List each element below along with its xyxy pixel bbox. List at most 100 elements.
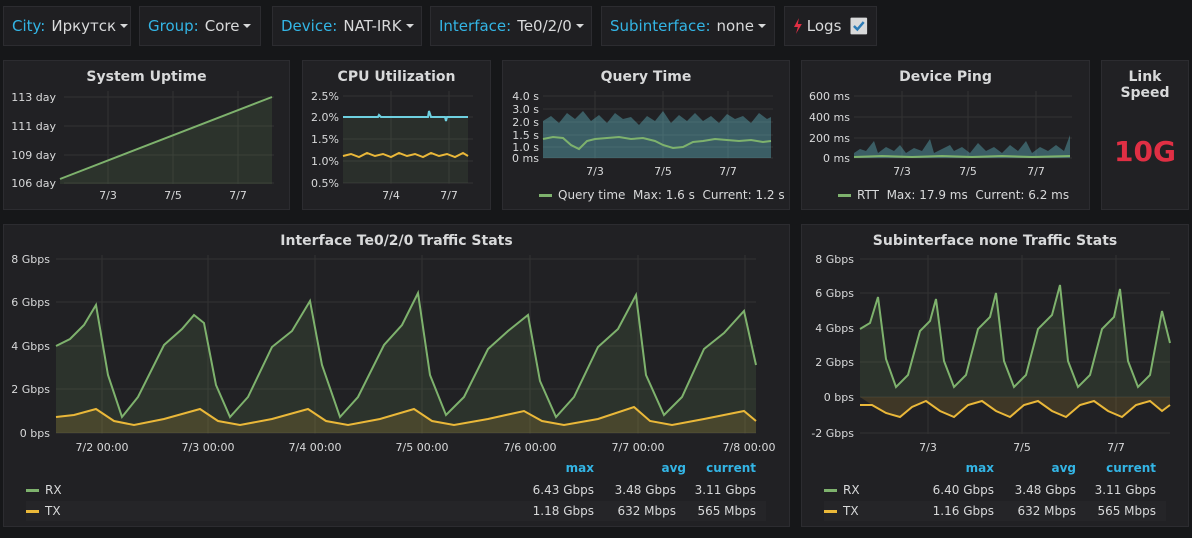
y-tick: 2.0 s [512, 116, 539, 129]
subiface-chart: 8 Gbps 6 Gbps 4 Gbps 2 Gbps 0 bps -2 Gbp… [811, 253, 1171, 454]
legend-series: RX [26, 483, 62, 497]
table-header-max: max [565, 461, 594, 475]
x-tick: 7/3 [99, 189, 117, 202]
panel-title: Link Speed [1120, 69, 1170, 101]
chevron-down-icon [120, 24, 129, 28]
y-tick: 2.0% [311, 111, 339, 124]
y-tick: 4.0 s [512, 90, 539, 103]
subiface-tx-area [860, 397, 1170, 417]
legend-max: Max: 17.9 ms [886, 188, 968, 202]
panel-device-ping: Device Ping 600 ms 400 ms 200 ms 0 ms 7/… [801, 60, 1090, 210]
legend-swatch [539, 194, 552, 197]
logs-label: Logs [806, 17, 842, 35]
legend-rtt[interactable]: RTT Max: 17.9 ms Current: 6.2 ms [838, 188, 1069, 202]
panel-cpu-utilization: CPU Utilization 2.5% 2.0% 1.5% 1.0% 0.5%… [302, 60, 491, 210]
y-tick: 111 day [11, 120, 56, 133]
var-city[interactable]: City: Иркутск [3, 6, 131, 46]
panel-title: Interface Te0/2/0 Traffic Stats [280, 233, 513, 249]
y-tick: -2 Gbps [811, 427, 854, 440]
x-tick: 7/3 [586, 165, 604, 178]
subiface-tx-line [860, 399, 1171, 419]
y-tick: 0 ms [823, 152, 850, 165]
y-tick: 6 Gbps [815, 287, 854, 300]
cell-avg: 3.48 Gbps [1014, 483, 1076, 497]
cell-current: 3.11 Gbps [694, 483, 756, 497]
uptime-chart: 113 day 111 day 109 day 106 day 7/3 7/5 … [11, 91, 274, 202]
panel-interface-traffic: Interface Te0/2/0 Traffic Stats 8 Gbps 6… [3, 224, 790, 527]
panel-title: CPU Utilization [337, 69, 456, 85]
var-interface-label: Interface: [439, 17, 512, 35]
y-tick: 0.5% [311, 177, 339, 190]
subiface-legend-table: max avg current RX 6.40 Gbps 3.48 Gbps 3… [824, 461, 1170, 523]
x-tick: 7/8 00:00 [723, 441, 776, 454]
table-row[interactable]: TX 1.18 Gbps 632 Mbps 565 Mbps [26, 501, 766, 521]
cpu-chart: 2.5% 2.0% 1.5% 1.0% 0.5% 7/4 7/7 [311, 90, 473, 202]
y-tick: 200 ms [809, 132, 850, 145]
legend-max: Max: 1.6 s [633, 188, 695, 202]
table-row[interactable]: RX 6.43 Gbps 3.48 Gbps 3.11 Gbps [26, 480, 771, 500]
y-tick: 0 ms [512, 152, 539, 165]
y-tick: 2 Gbps [815, 356, 854, 369]
x-tick: 7/4 00:00 [289, 441, 342, 454]
panel-query-time: Query Time 4.0 s 3.0 s 2.0 s 1.5 s 1.0 s… [502, 60, 790, 210]
y-tick: 4 Gbps [815, 322, 854, 335]
var-interface-value: Te0/2/0 [517, 17, 572, 35]
table-row[interactable]: TX 1.16 Gbps 632 Mbps 565 Mbps [824, 501, 1166, 521]
logs-toggle[interactable]: Logs [784, 6, 877, 46]
var-device-value: NAT-IRK [343, 17, 402, 35]
var-city-value: Иркутск [51, 17, 117, 35]
cpu-series-cyan [343, 110, 468, 122]
x-tick: 7/5 [959, 165, 977, 178]
var-subinterface-value: none [716, 17, 754, 35]
cell-max: 6.43 Gbps [532, 483, 594, 497]
y-tick: 113 day [11, 91, 56, 104]
legend-query-time[interactable]: Query time Max: 1.6 s Current: 1.2 s [539, 188, 785, 202]
query-line [542, 135, 772, 151]
series-name: TX [45, 504, 61, 518]
table-header-avg: avg [1051, 461, 1076, 475]
cell-avg: 632 Mbps [1017, 504, 1076, 518]
ping-chart: 600 ms 400 ms 200 ms 0 ms 7/3 7/5 7/7 [809, 90, 1072, 178]
var-group[interactable]: Group: Core [139, 6, 261, 46]
y-tick: 6 Gbps [11, 296, 50, 309]
panel-title: System Uptime [86, 69, 207, 85]
panel-title: Subinterface none Traffic Stats [872, 233, 1118, 249]
ping-noise-band [854, 135, 1070, 158]
y-tick: 2 Gbps [11, 383, 50, 396]
x-tick: 7/5 [164, 189, 182, 202]
var-device[interactable]: Device: NAT-IRK [272, 6, 422, 46]
legend-series-name: Query time [558, 188, 626, 202]
y-tick: 1.5% [311, 133, 339, 146]
chevron-down-icon [575, 24, 584, 28]
series-name: RX [45, 483, 62, 497]
cell-max: 6.40 Gbps [932, 483, 994, 497]
panel-link-speed: Link Speed 10G [1101, 60, 1189, 210]
table-row[interactable]: RX 6.40 Gbps 3.48 Gbps 3.11 Gbps [824, 480, 1170, 500]
table-header-avg: avg [661, 461, 686, 475]
y-tick: 1.0 s [512, 141, 539, 154]
subiface-rx-area [860, 285, 1170, 397]
var-group-value: Core [204, 17, 240, 35]
x-tick: 7/3 [893, 165, 911, 178]
y-tick: 8 Gbps [11, 253, 50, 266]
cell-avg: 3.48 Gbps [614, 483, 676, 497]
y-tick: 3.0 s [512, 103, 539, 116]
y-tick: 1.5 s [512, 129, 539, 142]
panel-system-uptime: System Uptime 113 day 111 day 109 day 10… [3, 60, 290, 210]
checkbox-checked-icon[interactable] [850, 17, 868, 35]
chevron-down-icon [757, 24, 766, 28]
y-tick: 8 Gbps [815, 253, 854, 266]
panel-title: Device Ping [899, 69, 992, 85]
x-tick: 7/7 [1107, 441, 1125, 454]
iface-tx-area [56, 407, 756, 433]
y-tick: 600 ms [809, 90, 850, 103]
var-city-label: City: [12, 17, 46, 35]
x-tick: 7/5 [654, 165, 672, 178]
iface-tx-line [55, 405, 757, 427]
legend-series-name: RTT [857, 188, 879, 202]
x-tick: 7/2 00:00 [76, 441, 129, 454]
x-tick: 7/7 [1027, 165, 1045, 178]
var-subinterface[interactable]: Subinterface: none [601, 6, 775, 46]
var-interface[interactable]: Interface: Te0/2/0 [430, 6, 592, 46]
panel-title: Query Time [600, 69, 692, 85]
